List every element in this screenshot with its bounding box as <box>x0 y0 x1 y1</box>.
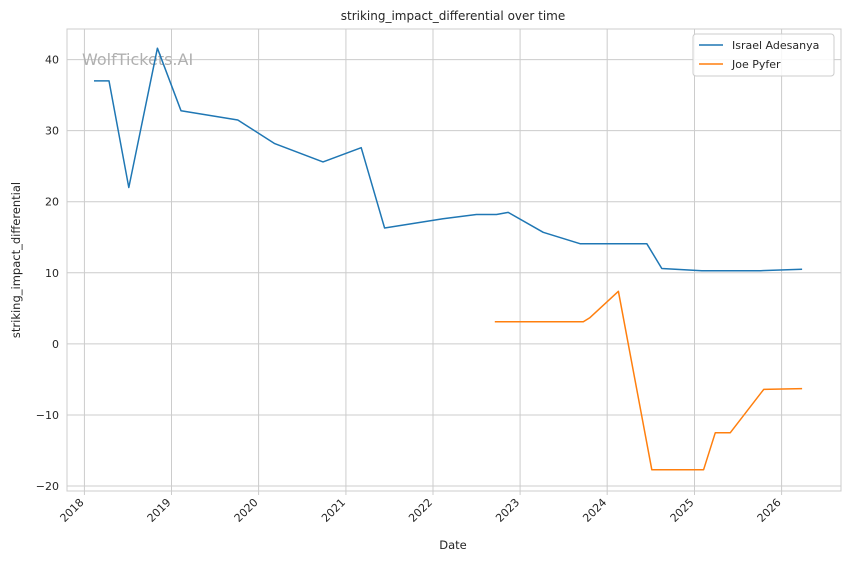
x-tick-label: 2025 <box>668 496 697 525</box>
x-axis-label: Date <box>439 538 467 552</box>
x-axis-ticks: 2018 2019 2020 2021 2022 2023 2024 2025 2026 <box>58 491 784 525</box>
x-tick-label: 2020 <box>232 496 261 525</box>
y-tick-label: −10 <box>36 409 59 422</box>
y-tick-label: −20 <box>36 480 59 493</box>
series-lines <box>94 47 803 471</box>
y-axis-label: striking_impact_differential <box>9 182 23 338</box>
y-tick-label: 40 <box>45 54 59 67</box>
legend-box <box>692 33 835 77</box>
legend: Israel Adesanya Joe Pyfer <box>692 33 835 77</box>
x-tick-label: 2021 <box>319 496 348 525</box>
legend-label-joe-pyfer: Joe Pyfer <box>731 58 781 71</box>
y-tick-label: 10 <box>45 267 59 280</box>
y-tick-label: 20 <box>45 196 59 209</box>
x-tick-label: 2022 <box>406 496 435 525</box>
series-line-israel-adesanya <box>94 47 803 272</box>
x-tick-label: 2018 <box>58 496 87 525</box>
legend-label-israel-adesanya: Israel Adesanya <box>732 39 819 52</box>
grid <box>67 29 841 491</box>
series-line-joe-pyfer <box>494 290 803 471</box>
y-tick-label: 0 <box>52 338 59 351</box>
y-axis-ticks: −20 −10 0 10 20 30 40 <box>36 54 59 493</box>
x-tick-label: 2024 <box>580 496 609 525</box>
x-tick-label: 2023 <box>493 496 522 525</box>
watermark: WolfTickets.AI <box>82 50 193 69</box>
chart-title: striking_impact_differential over time <box>341 9 566 23</box>
x-tick-label: 2019 <box>145 496 174 525</box>
plot-frame <box>66 28 842 492</box>
y-tick-label: 30 <box>45 125 59 138</box>
x-tick-label: 2026 <box>755 496 784 525</box>
